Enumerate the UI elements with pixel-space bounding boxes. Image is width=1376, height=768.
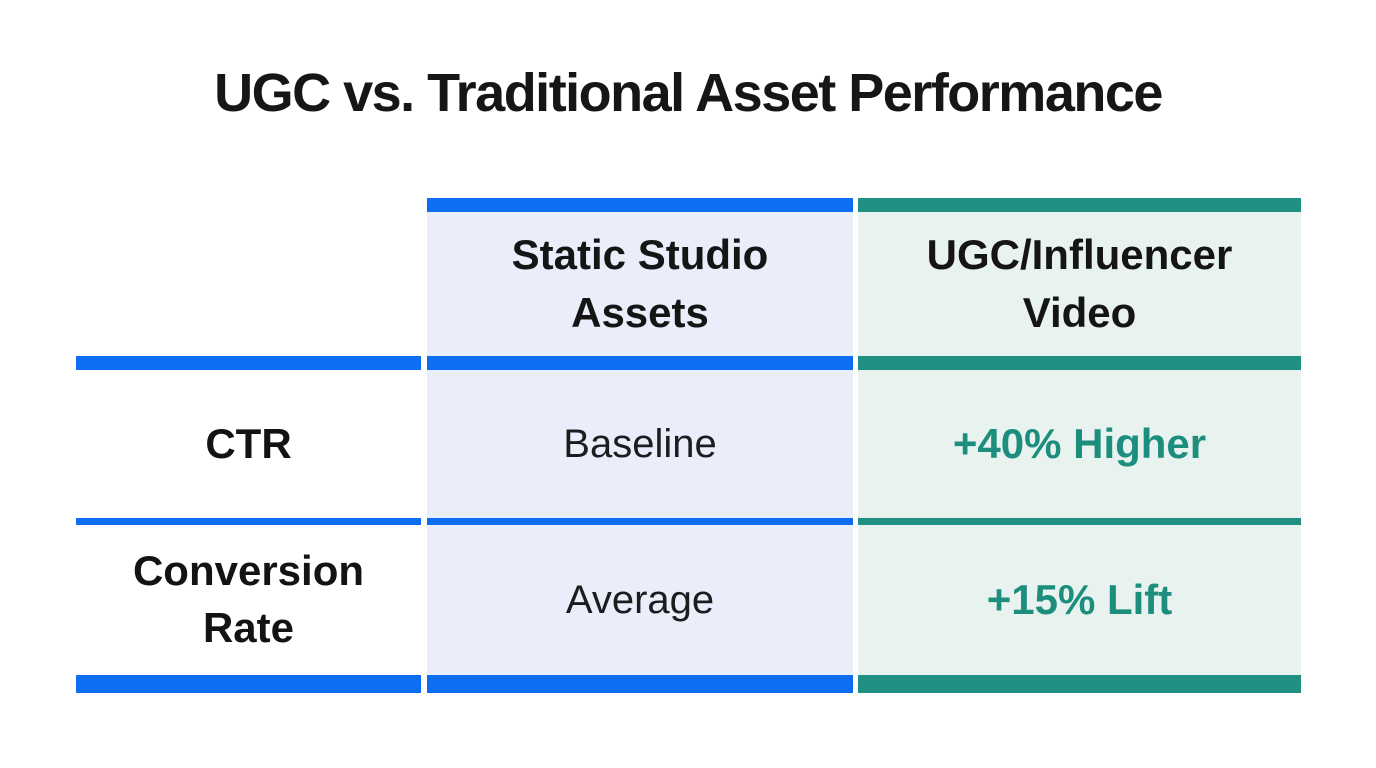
ctr-ugc-value: +40% Higher [952,420,1207,467]
conversion-rate-static-value: Average [565,577,715,622]
label-column-bottom-bar [76,675,421,693]
row-ctr-label-cell: CTR [76,370,421,518]
page-title: UGC vs. Traditional Asset Performance [214,63,1163,123]
ugc-column-row-separator [858,518,1301,525]
conversion-rate-ugc-value: +15% Lift [986,576,1173,623]
static-column-bottom-bar [427,675,853,693]
label-column-header-separator [76,356,421,370]
row-ctr-static-cell: Baseline [427,370,853,518]
ugc-column-panel [858,212,1301,675]
ugc-column-header-separator [858,356,1301,370]
row-ctr-ugc-cell: +40% Higher [858,370,1301,518]
row-conversion-rate-label-cell: Conversion Rate [76,525,421,675]
column-header-ugc-label: UGC/Influencer Video [926,231,1233,336]
ugc-column-top-bar [858,198,1301,212]
metric-label-ctr: CTR [205,419,292,467]
row-conversion-rate-static-cell: Average [427,525,853,675]
row-conversion-rate-ugc-cell: +15% Lift [858,525,1301,675]
static-column-header-separator [427,356,853,370]
ugc-column-bottom-bar [858,675,1301,693]
static-column-top-bar [427,198,853,212]
column-header-static-studio-assets: Static Studio Assets [427,212,853,356]
static-column-panel [427,212,853,675]
metric-label-conversion-rate: Conversion Rate [132,547,365,651]
column-header-static-label: Static Studio Assets [511,231,769,336]
static-column-row-separator [427,518,853,525]
label-column-row-separator [76,518,421,525]
column-header-ugc-influencer-video: UGC/Influencer Video [858,212,1301,356]
ctr-static-value: Baseline [563,421,717,466]
